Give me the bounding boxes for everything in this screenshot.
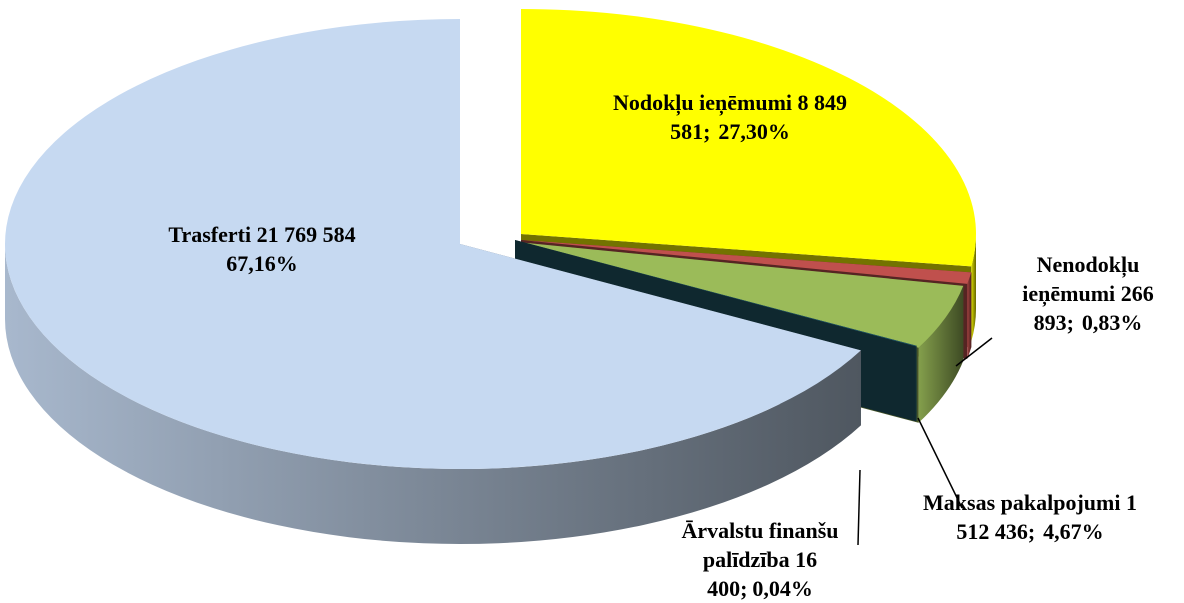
slice	[517, 242, 964, 348]
value-label: 16 400	[707, 547, 818, 601]
percent-label: 0,04%	[752, 576, 813, 601]
slice-label: Trasferti 21 769 584 67,16%	[162, 220, 362, 278]
percent-label: 27,30%	[718, 119, 790, 144]
slice-label: Nodokļu ieņēmumi 8 849 581; 27,30%	[580, 88, 880, 146]
slice	[521, 240, 972, 284]
value-label: 21 769 584	[256, 222, 356, 247]
slice-wall	[915, 345, 917, 422]
slice	[5, 18, 861, 469]
slice	[521, 9, 976, 267]
value-label: 1 512 436	[956, 490, 1137, 544]
category-label: Nodokļu ieņēmumi	[612, 90, 793, 115]
value-label: 8 849 581	[670, 90, 848, 144]
slice-wall	[967, 272, 972, 359]
separator: ;	[703, 119, 711, 144]
separator: ;	[1027, 519, 1036, 544]
separator: ;	[1066, 310, 1074, 335]
slice-label: Ārvalstu finanšu palīdzība 16 400; 0,04%	[650, 516, 870, 603]
separator: ;	[740, 576, 748, 601]
slice-wall	[5, 244, 861, 545]
slice-label: Nenodokļu ieņēmumi 266 893; 0,83%	[988, 250, 1184, 337]
slice-wall	[918, 285, 964, 423]
percent-label: 4,67%	[1043, 519, 1104, 544]
category-label: Nenodokļu ieņēmumi	[1022, 252, 1140, 306]
category-label: Ārvalstu finanšu palīdzība	[681, 518, 839, 572]
slice-label: Maksas pakalpojumi 1 512 436; 4,67%	[910, 488, 1150, 546]
percent-label: 0,83%	[1081, 310, 1143, 335]
value-label: 266 893	[1033, 281, 1154, 335]
slice-wall	[971, 234, 976, 342]
category-label: Maksas pakalpojumi	[923, 490, 1121, 515]
category-label: Trasferti	[168, 222, 252, 247]
slice	[515, 240, 917, 347]
percent-label: 67,16%	[226, 251, 298, 276]
